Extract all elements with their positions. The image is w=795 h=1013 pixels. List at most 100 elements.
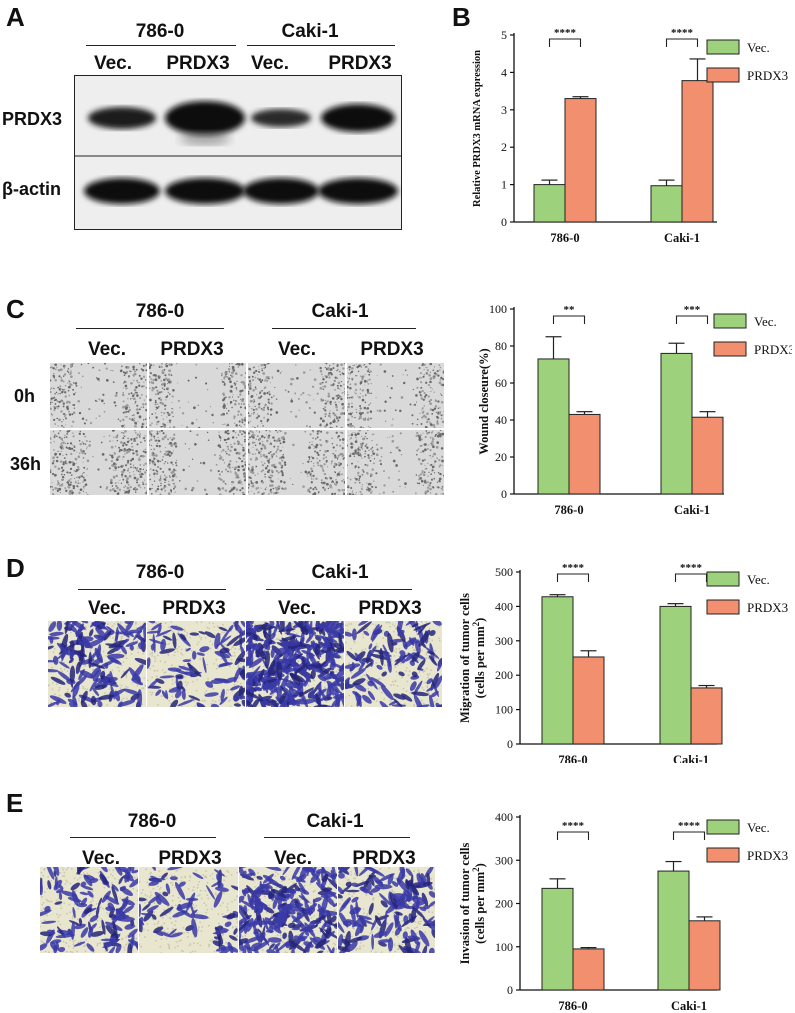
blot-row-label-prdx3: PRDX3 [2, 109, 63, 129]
legend-label: PRDX3 [747, 600, 788, 615]
lane-label: PRDX3 [352, 848, 416, 869]
significance-label: **** [671, 27, 694, 39]
bar [572, 656, 605, 745]
y-tick-label: 1 [501, 178, 507, 192]
bar [568, 413, 601, 495]
legend-swatch [706, 571, 740, 587]
bar [681, 80, 714, 223]
cellline-786-rule [76, 328, 224, 330]
cellline-caki-rule [272, 328, 416, 330]
lane-label: Vec. [93, 53, 133, 74]
y-axis-label: Invasion of tumor cells [458, 843, 472, 965]
y-tick-label: 60 [495, 376, 507, 390]
blot-band [318, 178, 398, 204]
y-tick-label: 400 [495, 810, 513, 824]
transwell-micrograph [345, 621, 442, 707]
blot-band [88, 107, 156, 129]
x-tick-label: 786-0 [554, 503, 583, 517]
significance-label: **** [562, 820, 585, 832]
bar [660, 352, 693, 495]
bar [541, 887, 574, 991]
legend-swatch [713, 313, 747, 329]
bar [650, 185, 683, 223]
blot-band [243, 178, 319, 204]
significance-label: **** [680, 562, 703, 574]
lane-label: Vec. [277, 339, 317, 360]
transwell-micrograph [338, 867, 435, 953]
cellline-786-label: 786-0 [135, 301, 185, 322]
significance-label: **** [678, 820, 701, 832]
legend-swatch [706, 39, 740, 55]
chart-b: 0 1 2 3 4 5 786-0 **** Caki-1 **** Vec. PRDX3 Relati… [472, 27, 788, 245]
transwell-micrograph [139, 867, 238, 953]
bar [572, 948, 605, 991]
transwell-micrograph [239, 867, 337, 953]
y-axis-label: (cells per mm2) [471, 863, 487, 944]
y-tick-label: 4 [501, 65, 507, 79]
wound-micrograph [50, 363, 147, 428]
significance-bracket [675, 315, 709, 324]
legend-swatch [706, 67, 740, 83]
legend-swatch [706, 599, 740, 615]
wound-micrograph [347, 430, 444, 495]
lane-label: Vec. [81, 848, 121, 869]
legend-label: Vec. [754, 314, 777, 329]
blot-row-label-actin: β-actin [2, 179, 61, 199]
legend-label: PRDX3 [747, 68, 788, 83]
significance-label: ** [564, 304, 576, 316]
legend-label: Vec. [747, 572, 770, 587]
wound-micrograph [149, 363, 246, 428]
chart-e: 0 100 200 300 400 786-0 **** Caki-1 **** Vec. PRDX… [458, 810, 788, 1010]
blot-band [84, 178, 160, 204]
significance-bracket [672, 831, 706, 840]
lane-label: Vec. [87, 598, 127, 619]
bar [691, 416, 724, 495]
western-blot-image [74, 75, 402, 230]
y-axis-label: Migration of tumor cells [458, 593, 472, 723]
y-tick-label: 20 [495, 450, 507, 464]
x-tick-label: 786-0 [550, 231, 579, 245]
cellline-786-rule [86, 45, 236, 47]
cellline-caki-rule [266, 589, 412, 591]
panel-letter-a: A [6, 2, 25, 32]
cellline-786-rule [78, 589, 226, 591]
cellline-caki-label: Caki-1 [281, 21, 339, 42]
y-tick-label: 0 [507, 983, 513, 997]
y-tick-label: 100 [495, 703, 513, 717]
y-tick-label: 300 [495, 634, 513, 648]
x-tick-label: 786-0 [558, 999, 587, 1010]
y-tick-label: 200 [495, 668, 513, 682]
significance-bracket [548, 38, 582, 47]
wound-micrograph [347, 363, 444, 428]
y-tick-label: 500 [495, 565, 513, 579]
cellline-caki-label: Caki-1 [311, 562, 369, 583]
x-tick-label: Caki-1 [674, 503, 710, 517]
y-tick-label: 3 [501, 103, 507, 117]
x-tick-label: Caki-1 [671, 999, 707, 1010]
lane-label: PRDX3 [360, 339, 424, 360]
transwell-micrograph [147, 621, 245, 707]
bar [657, 870, 690, 991]
y-tick-label: 0 [507, 737, 513, 751]
panel-letter-b: B [452, 2, 471, 32]
bar [564, 98, 597, 223]
legend-label: Vec. [747, 40, 770, 55]
cellline-caki-rule [247, 45, 395, 47]
cellline-caki-label: Caki-1 [306, 811, 364, 832]
significance-bracket [674, 573, 708, 582]
legend-label: Vec. [747, 820, 770, 835]
y-axis-label: Relative PRDX3 mRNA expression [472, 50, 483, 207]
blot-band [165, 178, 245, 204]
significance-bracket [556, 573, 590, 582]
lane-label: Vec. [87, 339, 127, 360]
y-tick-label: 80 [495, 339, 507, 353]
blot-band [165, 101, 245, 135]
lane-label: Vec. [250, 53, 290, 74]
y-axis-label: (cells per mm2) [471, 618, 487, 699]
y-tick-label: 5 [501, 28, 507, 42]
blot-band [251, 109, 311, 127]
cellline-786-label: 786-0 [135, 21, 185, 42]
y-tick-label: 200 [495, 897, 513, 911]
legend-swatch [706, 847, 740, 863]
legend-label: PRDX3 [747, 848, 788, 863]
